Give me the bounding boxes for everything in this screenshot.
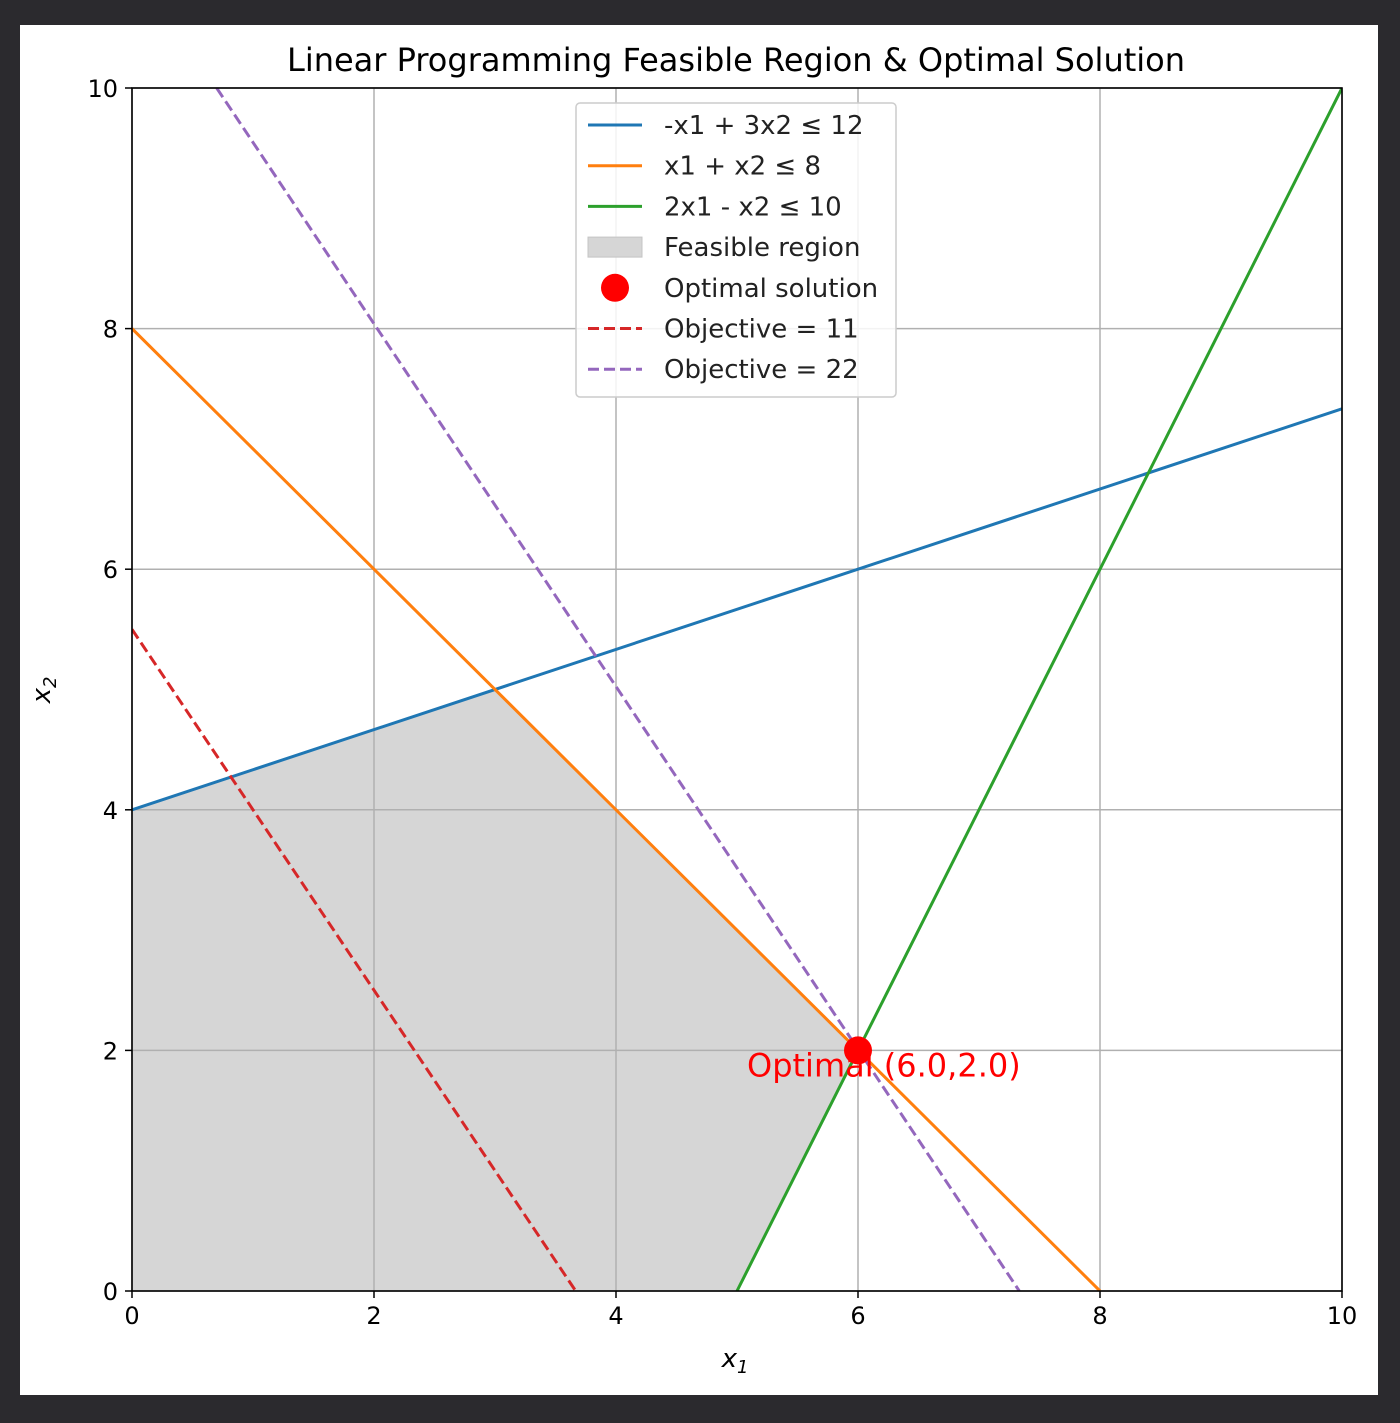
lines-layer bbox=[132, 88, 1342, 1291]
y-tick-label-2: 2 bbox=[103, 1037, 118, 1065]
optimal-point bbox=[844, 1036, 872, 1065]
series-line-x1-x2-8 bbox=[132, 327, 1102, 1291]
ticks-layer: 0 2 4 6 8 10 0 2 4 6 8 10 bbox=[87, 75, 1357, 1330]
legend-label-objective-11: Objective = 11 bbox=[664, 315, 859, 345]
legend-label-x1-3x2-12: -x1 + 3x2 ≤ 12 bbox=[664, 111, 864, 141]
x-axis-label-sub: 1 bbox=[737, 1357, 748, 1378]
chart-title: Linear Programming Feasible Region & Opt… bbox=[287, 41, 1185, 79]
y-axis-label-var: x bbox=[27, 687, 57, 704]
legend-box bbox=[575, 102, 897, 398]
optimal-layer: Optimal (6.0,2.0) bbox=[747, 1036, 1021, 1084]
figure: Linear Programming Feasible Region & Opt… bbox=[20, 25, 1378, 1395]
legend-swatch-feasible-region bbox=[587, 236, 643, 258]
x-tick-label-0: 0 bbox=[124, 1302, 139, 1330]
series-line-2x1-x2-10 bbox=[735, 88, 1342, 1291]
chart: Linear Programming Feasible Region & Opt… bbox=[27, 41, 1357, 1378]
legend-label-2x1-x2-10: 2x1 - x2 ≤ 10 bbox=[664, 192, 842, 222]
y-tick-label-10: 10 bbox=[87, 75, 118, 103]
x-tick-label-4: 4 bbox=[608, 1302, 623, 1330]
x-tick-label-8: 8 bbox=[1092, 1302, 1107, 1330]
series-line-x1-3x2-12 bbox=[132, 407, 1342, 812]
x-tick-label-10: 10 bbox=[1327, 1302, 1358, 1330]
legend-label-x1-x2-8: x1 + x2 ≤ 8 bbox=[664, 152, 821, 182]
y-tick-label-8: 8 bbox=[103, 316, 118, 344]
y-tick-label-0: 0 bbox=[103, 1278, 118, 1306]
feasible-region bbox=[132, 689, 858, 1291]
axes-frame bbox=[131, 87, 1343, 1292]
legend-label-optimal-solution: Optimal solution bbox=[664, 274, 878, 304]
series-line-objective-22 bbox=[215, 88, 1021, 1291]
legend-label-feasible-region: Feasible region bbox=[664, 233, 860, 263]
legend: -x1 + 3x2 ≤ 12 x1 + x2 ≤ 8 2x1 - x2 ≤ 10 Fe… bbox=[575, 102, 897, 398]
x-axis-label-var: x bbox=[721, 1344, 738, 1374]
y-axis-label-sub: 2 bbox=[40, 677, 61, 688]
x-tick-label-2: 2 bbox=[366, 1302, 381, 1330]
axes-frame-layer bbox=[131, 87, 1343, 1292]
series-line-objective-11 bbox=[132, 628, 577, 1291]
x-tick-label-6: 6 bbox=[850, 1302, 865, 1330]
y-tick-label-4: 4 bbox=[103, 797, 118, 825]
y-axis-label: x2 bbox=[27, 677, 61, 705]
y-tick-label-6: 6 bbox=[103, 556, 118, 584]
feasible-region-layer bbox=[132, 689, 858, 1291]
optimal-annotation: Optimal (6.0,2.0) bbox=[747, 1046, 1021, 1084]
x-axis-label: x1 bbox=[721, 1344, 749, 1378]
legend-label-objective-22: Objective = 22 bbox=[664, 355, 859, 385]
legend-swatch-optimal-solution bbox=[601, 273, 629, 302]
axis-labels-layer: x1 x2 bbox=[27, 677, 748, 1378]
